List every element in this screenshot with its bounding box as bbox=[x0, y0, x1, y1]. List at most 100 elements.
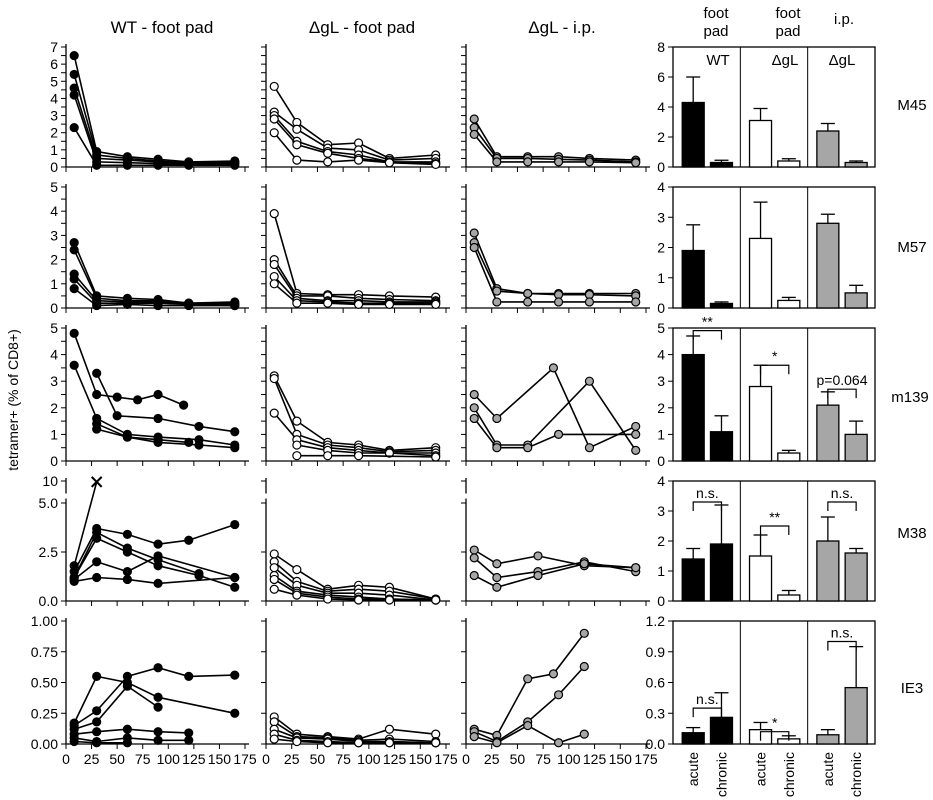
bar bbox=[844, 161, 868, 168]
data-point bbox=[353, 738, 364, 748]
significance-label: n.s. bbox=[831, 625, 854, 641]
x-tick-label: 100 bbox=[357, 751, 381, 767]
series-line bbox=[273, 275, 436, 305]
y-tick-label: 4 bbox=[657, 347, 665, 363]
bar-category-label: acute bbox=[685, 752, 701, 786]
line-chart-m57-gl-foot-pad bbox=[261, 184, 450, 313]
data-point bbox=[92, 738, 102, 748]
data-point bbox=[69, 50, 79, 61]
y-tick-label: 1 bbox=[50, 276, 58, 292]
data-point bbox=[492, 157, 502, 167]
data-point bbox=[469, 242, 479, 253]
data-point bbox=[523, 297, 533, 307]
y-tick-label: 2.5 bbox=[39, 544, 59, 560]
x-tick-label: 100 bbox=[557, 751, 581, 767]
data-point bbox=[153, 300, 163, 311]
data-point bbox=[579, 628, 589, 638]
y-tick-label: 0 bbox=[50, 159, 58, 175]
data-point bbox=[384, 448, 395, 458]
bar-chart-m45: 0 2 4 6 8 bbox=[657, 39, 876, 175]
bar-header-dgl-fp-line2: pad bbox=[775, 23, 800, 40]
series-line bbox=[95, 372, 235, 433]
data-point bbox=[92, 706, 102, 716]
series-line bbox=[273, 378, 436, 453]
series-line bbox=[73, 94, 235, 166]
bar-chart-ie3: 0.0 0.3 0.6 0.9 1.2 acute chronic acute chronic a… bbox=[646, 613, 876, 797]
bar bbox=[844, 686, 868, 745]
bar-group-label-wt: WT bbox=[706, 52, 729, 69]
data-point bbox=[122, 529, 132, 539]
data-point bbox=[92, 368, 102, 378]
x-tick-label: 175 bbox=[233, 751, 257, 767]
y-tick-label: 4 bbox=[657, 179, 665, 195]
data-point bbox=[323, 148, 333, 158]
series-line bbox=[473, 133, 636, 164]
y-tick-label: 0 bbox=[50, 300, 58, 316]
data-point bbox=[548, 363, 559, 373]
bar-category-label: chronic bbox=[848, 752, 864, 797]
data-point bbox=[122, 160, 132, 170]
y-tick-label: 3 bbox=[657, 503, 665, 519]
bar-category-label: chronic bbox=[713, 752, 729, 797]
series-line bbox=[73, 278, 235, 307]
y-tick-label: 0 bbox=[657, 300, 665, 316]
data-point bbox=[492, 559, 502, 569]
bar bbox=[681, 249, 705, 309]
data-point bbox=[492, 443, 502, 453]
bar-header-wt-line1: foot bbox=[703, 5, 729, 22]
y-tick-label: 4 bbox=[50, 203, 58, 219]
significance-label: n.s. bbox=[696, 485, 719, 501]
data-point bbox=[353, 155, 364, 165]
bar bbox=[777, 452, 801, 462]
data-point bbox=[230, 572, 240, 583]
x-tick-label: 150 bbox=[409, 751, 433, 767]
y-tick-label: 0.0 bbox=[646, 736, 666, 752]
data-point bbox=[92, 424, 102, 434]
bar bbox=[816, 404, 840, 462]
y-tick-label: 5 bbox=[50, 320, 58, 336]
bar bbox=[748, 119, 773, 168]
data-point bbox=[269, 373, 279, 384]
data-point bbox=[292, 736, 302, 747]
data-point bbox=[90, 476, 103, 488]
data-point bbox=[112, 392, 122, 402]
data-point bbox=[269, 81, 279, 92]
y-tick-label: 0.6 bbox=[646, 675, 666, 691]
y-tick-label: 1 bbox=[657, 270, 665, 286]
x-tick-label: 75 bbox=[535, 751, 551, 767]
data-point bbox=[584, 157, 595, 167]
series-line bbox=[96, 423, 189, 444]
row-label-m57: M57 bbox=[897, 239, 926, 256]
data-point bbox=[431, 159, 441, 170]
line-chart-m38-gl-foot-pad bbox=[261, 478, 450, 606]
data-point bbox=[431, 452, 441, 462]
data-point bbox=[69, 90, 79, 100]
row-label-m139: m139 bbox=[891, 389, 929, 406]
data-point bbox=[122, 681, 132, 691]
data-point bbox=[153, 437, 163, 447]
x-tick-label: 75 bbox=[135, 751, 151, 767]
y-tick-label: 0 bbox=[50, 453, 58, 469]
data-point bbox=[179, 400, 189, 410]
data-point bbox=[92, 671, 102, 681]
bar-frame bbox=[672, 327, 876, 462]
data-point bbox=[469, 545, 479, 555]
data-point bbox=[492, 413, 502, 424]
data-point bbox=[269, 128, 279, 138]
series-line bbox=[273, 561, 436, 600]
series-line bbox=[73, 287, 235, 307]
data-point bbox=[122, 432, 132, 442]
column-title-dgl-ip: ΔgL - i.p. bbox=[528, 18, 595, 37]
series-line bbox=[273, 716, 436, 740]
x-tick-label: 0 bbox=[462, 751, 470, 767]
bar-group-label-dgl-ip: ΔgL bbox=[829, 52, 856, 69]
y-tick-label: 0.0 bbox=[39, 593, 59, 609]
series-line bbox=[273, 375, 436, 452]
data-point bbox=[69, 69, 79, 80]
bar bbox=[844, 292, 868, 309]
significance-label: n.s. bbox=[696, 691, 719, 707]
y-tick-label: 1.2 bbox=[646, 613, 666, 629]
y-tick-label: 4 bbox=[657, 473, 665, 489]
bar bbox=[748, 385, 773, 462]
